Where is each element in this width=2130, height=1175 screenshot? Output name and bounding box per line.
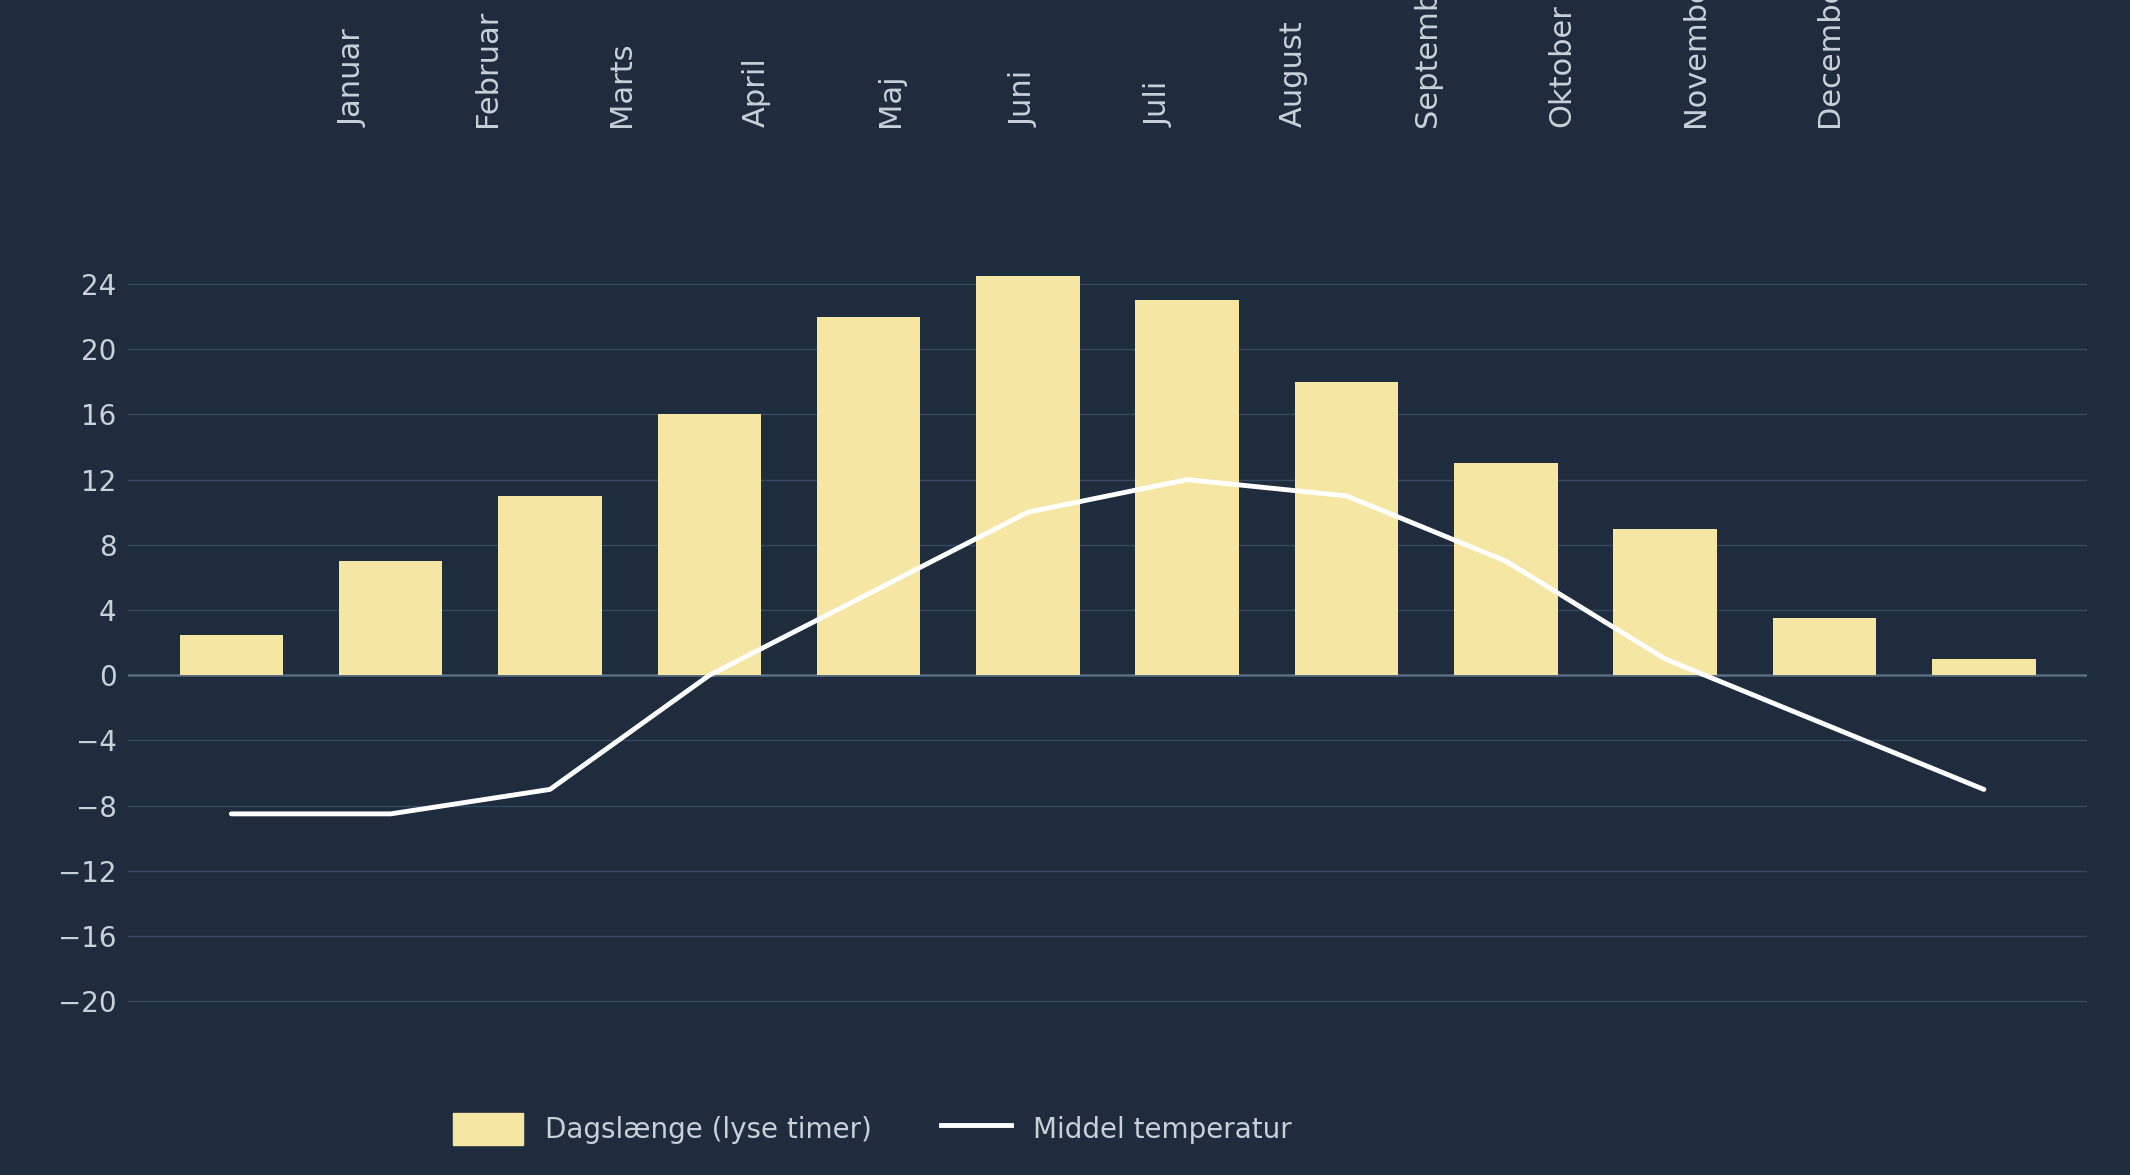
Bar <box>443 510 530 639</box>
Bar <box>1384 400 1470 639</box>
Bar <box>714 344 799 639</box>
Bar <box>1787 622 1874 639</box>
Bar <box>848 234 933 639</box>
Bar <box>982 187 1067 639</box>
Bar <box>309 593 396 639</box>
Bar <box>1116 215 1201 639</box>
Bar <box>1653 575 1740 639</box>
Bar <box>1250 307 1336 639</box>
Bar <box>1519 474 1606 639</box>
Legend: Dagslænge (lyse timer), Middel temperatur: Dagslænge (lyse timer), Middel temperatu… <box>462 1132 1325 1175</box>
Bar <box>577 436 665 639</box>
